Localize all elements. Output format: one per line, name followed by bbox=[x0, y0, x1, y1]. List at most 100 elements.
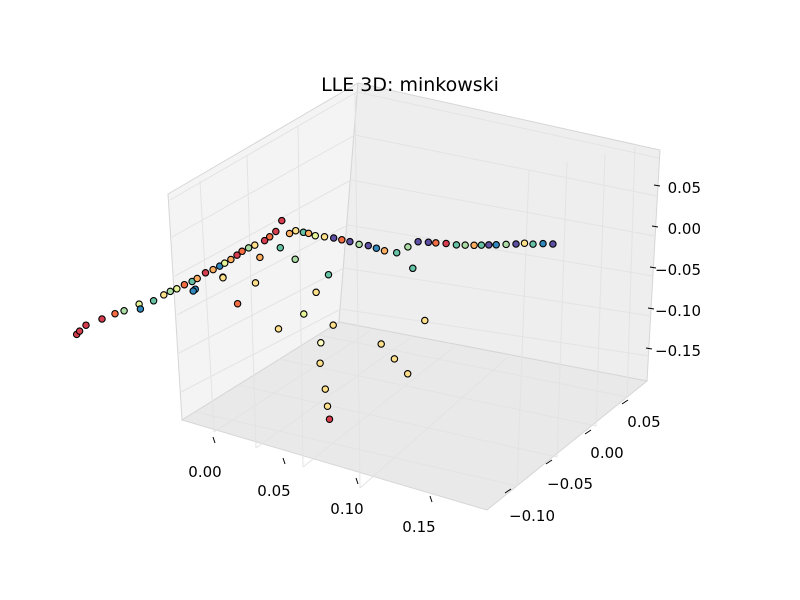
grid-line bbox=[354, 93, 361, 489]
z-tick-label: −0.10 bbox=[655, 302, 701, 320]
scatter-point bbox=[377, 340, 385, 348]
scatter-point bbox=[380, 247, 389, 255]
x-tick-mark bbox=[355, 477, 359, 485]
scatter-point bbox=[209, 265, 217, 274]
grid-line bbox=[359, 356, 509, 489]
scatter-point bbox=[470, 241, 478, 250]
y-tick-mark bbox=[545, 459, 553, 465]
scatter-point bbox=[136, 305, 145, 313]
scatter-point bbox=[502, 240, 510, 249]
scatter-point bbox=[392, 248, 401, 257]
floor-pane bbox=[180, 321, 649, 511]
scatter-point bbox=[372, 244, 381, 252]
z-tick-label: 0.05 bbox=[668, 179, 701, 197]
grid-line bbox=[178, 267, 345, 354]
scatter-points bbox=[72, 216, 557, 423]
scatter-point bbox=[403, 370, 412, 378]
scatter-point bbox=[75, 327, 84, 335]
grid-line bbox=[350, 179, 656, 237]
grid-line bbox=[556, 161, 568, 458]
grid-line bbox=[169, 91, 358, 201]
scatter-point bbox=[98, 315, 106, 323]
grid-line bbox=[347, 224, 654, 277]
scatter-point bbox=[173, 285, 181, 293]
grid-line bbox=[297, 125, 304, 468]
y-tick-mark bbox=[584, 429, 592, 435]
grid-line bbox=[354, 134, 658, 197]
scatter-point bbox=[338, 236, 346, 244]
scatter-point bbox=[256, 253, 264, 262]
scatter-point bbox=[82, 321, 90, 329]
scatter-point bbox=[414, 237, 422, 246]
x-tick-label: 0.05 bbox=[257, 482, 290, 500]
x-tick-mark bbox=[429, 495, 433, 503]
scatter-point bbox=[485, 241, 493, 249]
y-tick-mark bbox=[504, 488, 512, 494]
grid-line bbox=[180, 308, 342, 393]
y-tick-label: 0.00 bbox=[590, 444, 623, 462]
scatter-point bbox=[260, 236, 269, 245]
scatter-point bbox=[492, 241, 500, 249]
scatter-point bbox=[244, 244, 253, 252]
scatter-point bbox=[291, 226, 300, 235]
grid-line bbox=[302, 345, 456, 468]
scatter-point bbox=[312, 288, 320, 297]
scatter-point bbox=[442, 239, 450, 248]
scatter-point bbox=[323, 402, 332, 410]
scatter-point bbox=[329, 321, 337, 329]
z-tick-mark bbox=[651, 225, 659, 228]
scatter-point bbox=[233, 251, 241, 259]
scatter-point bbox=[189, 287, 197, 295]
scatter-point bbox=[220, 259, 229, 267]
scatter-point bbox=[390, 355, 399, 363]
grid-line bbox=[176, 224, 349, 316]
scatter-point bbox=[227, 255, 235, 264]
grid-line bbox=[317, 334, 628, 398]
scatter-point bbox=[278, 216, 286, 225]
scatter-point bbox=[452, 241, 461, 249]
x-tick-label: 0.00 bbox=[188, 463, 221, 481]
scatter-point bbox=[520, 239, 529, 247]
scatter-point bbox=[539, 239, 547, 248]
scatter-point bbox=[346, 237, 354, 246]
scatter-point bbox=[364, 241, 373, 250]
scatter-point bbox=[238, 247, 246, 256]
scatter-point bbox=[317, 339, 325, 347]
x-tick-label: 0.15 bbox=[402, 518, 435, 536]
x-tick-label: 0.10 bbox=[330, 500, 363, 518]
scatter-point bbox=[321, 385, 330, 393]
grid-line bbox=[237, 384, 558, 458]
z-tick-mark bbox=[653, 184, 661, 187]
scatter-point bbox=[274, 325, 283, 333]
grid-line bbox=[356, 91, 660, 159]
scatter-point bbox=[424, 238, 433, 247]
x-tick-mark bbox=[282, 457, 286, 465]
z-tick-mark bbox=[647, 307, 655, 310]
scatter-point bbox=[477, 241, 486, 249]
axes-panes bbox=[167, 82, 661, 511]
scatter-point bbox=[316, 359, 324, 367]
scatter-point bbox=[320, 233, 329, 241]
scatter-point bbox=[233, 299, 242, 308]
grid-line bbox=[171, 134, 356, 238]
scatter-point bbox=[272, 227, 280, 236]
grid-line bbox=[340, 308, 650, 357]
scatter-point bbox=[324, 270, 333, 279]
y-tick-label: −0.05 bbox=[547, 475, 593, 493]
scatter-point bbox=[166, 287, 175, 296]
scatter-point bbox=[291, 255, 299, 264]
scatter-point bbox=[265, 233, 274, 241]
chart-title: LLE 3D: minkowski bbox=[321, 74, 499, 96]
scatter-point bbox=[300, 310, 308, 318]
scatter-point bbox=[219, 273, 227, 282]
scatter-point bbox=[311, 231, 320, 240]
scatter-point bbox=[149, 297, 158, 305]
z-tick-label: 0.00 bbox=[668, 220, 701, 238]
scatter-point bbox=[201, 269, 210, 277]
y-tick-labels: −0.10 −0.05 0.00 0.05 bbox=[509, 413, 661, 525]
scatter-point bbox=[409, 264, 417, 273]
scatter-point bbox=[325, 415, 334, 423]
scatter-point bbox=[285, 229, 294, 238]
grid-line bbox=[278, 358, 597, 427]
